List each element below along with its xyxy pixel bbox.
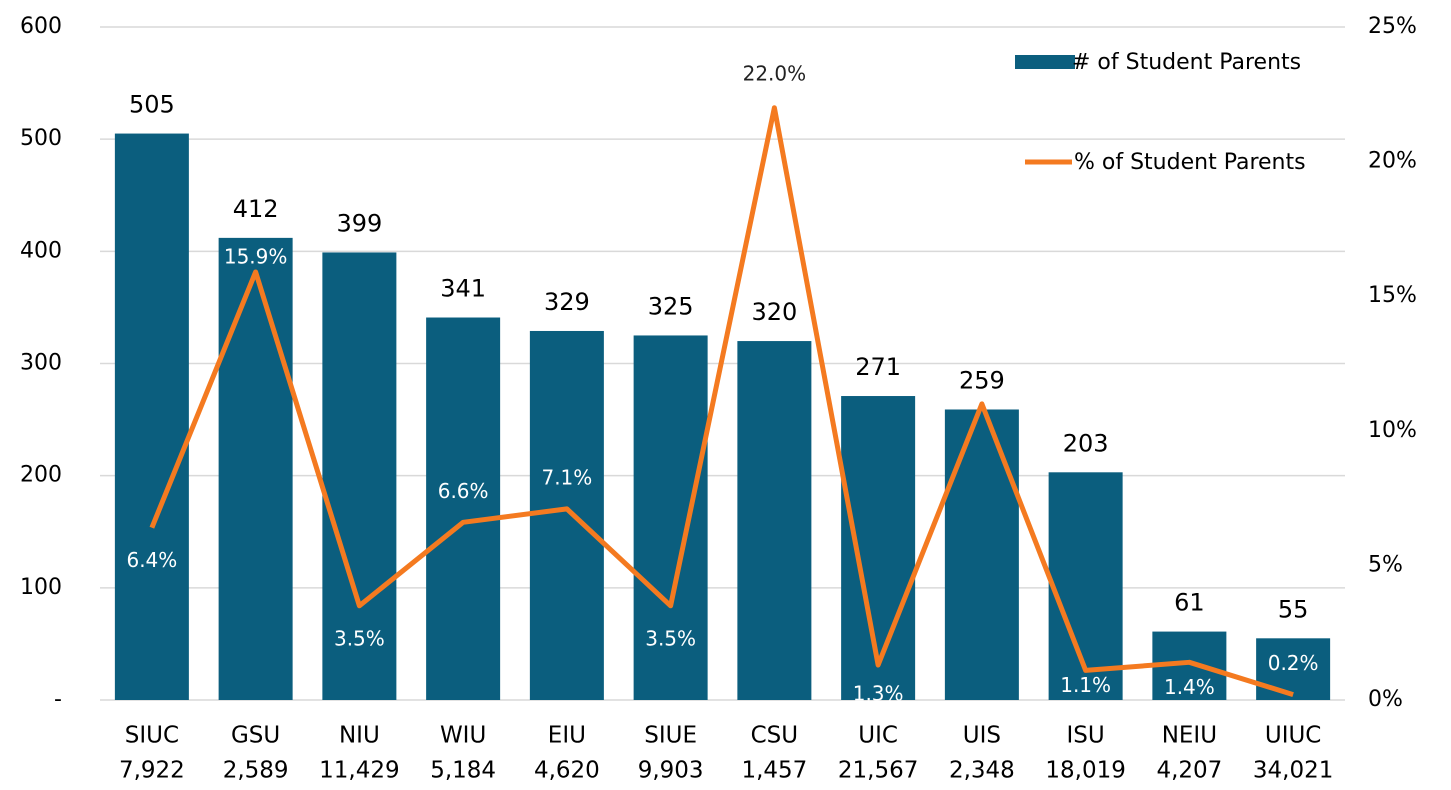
x-tick-label: CSU <box>751 723 799 749</box>
bar <box>737 341 812 700</box>
x-tick-label: 4,207 <box>1156 758 1222 784</box>
y-tick-label: 400 <box>20 238 62 263</box>
y-tick-label: 100 <box>20 575 62 600</box>
x-tick-label: UIUC <box>1265 723 1322 749</box>
bar-value-label: 399 <box>336 209 382 237</box>
x-tick-label: 2,348 <box>949 758 1015 784</box>
y-tick-label: 200 <box>20 463 62 488</box>
x-tick-label: UIC <box>858 723 898 749</box>
line-value-label: 6.4% <box>126 548 177 572</box>
bar-value-label: 505 <box>129 91 175 119</box>
x-tick-label: 7,922 <box>119 758 185 784</box>
x-tick-label: 9,903 <box>638 758 704 784</box>
bar <box>944 409 1019 700</box>
y2-tick-label: 15% <box>1368 283 1417 308</box>
bar-value-label: 271 <box>855 353 901 381</box>
bar-value-label: 320 <box>751 298 797 326</box>
bar-value-label: 203 <box>1063 429 1109 457</box>
x-tick-label: EIU <box>548 723 586 749</box>
x-tick-label: WIU <box>440 723 486 749</box>
x-tick-label: 4,620 <box>534 758 600 784</box>
bar <box>633 335 708 700</box>
line-value-label: 6.6% <box>438 479 489 503</box>
legend-label: # of Student Parents <box>1072 50 1301 75</box>
bar-value-label: 329 <box>544 288 590 316</box>
bar-value-label: 341 <box>440 275 486 303</box>
x-tick-label: 21,567 <box>838 758 918 784</box>
bar-value-label: 61 <box>1174 589 1205 617</box>
x-tick-label: NEIU <box>1162 723 1217 749</box>
bar <box>529 330 604 700</box>
legend-swatch <box>1015 55 1075 69</box>
x-tick-label: ISU <box>1067 723 1105 749</box>
y-tick-label: 300 <box>20 351 62 376</box>
bar-value-label: 412 <box>233 195 279 223</box>
x-tick-label: GSU <box>231 723 280 749</box>
bar <box>114 133 189 700</box>
y2-tick-label: 5% <box>1368 552 1403 577</box>
bar <box>841 396 916 700</box>
bar <box>426 317 501 700</box>
bar <box>1048 472 1123 700</box>
line <box>149 105 1294 698</box>
x-tick-label: 5,184 <box>430 758 496 784</box>
line-value-label: 3.5% <box>645 626 696 650</box>
x-tick-label: 1,457 <box>741 758 807 784</box>
line-value-label: 0.2% <box>1268 651 1319 675</box>
bar <box>1256 638 1331 700</box>
x-tick-label: SIUC <box>125 723 179 749</box>
bar-value-label: 325 <box>648 292 694 320</box>
bar-value-label: 55 <box>1278 595 1309 623</box>
x-tick-label: 11,429 <box>319 758 399 784</box>
y2-tick-label: 20% <box>1368 149 1417 174</box>
y2-tick-label: 0% <box>1368 687 1403 712</box>
bar-value-label: 259 <box>959 366 1005 394</box>
x-tick-label: 34,021 <box>1253 758 1333 784</box>
line-value-label: 7.1% <box>541 465 592 489</box>
y-tick-label: - <box>54 687 62 712</box>
line-value-label: 1.1% <box>1060 673 1111 697</box>
line-value-label: 22.0% <box>743 61 807 85</box>
line-value-label: 1.4% <box>1164 675 1215 699</box>
bar <box>218 237 293 700</box>
y2-tick-label: 10% <box>1368 418 1417 443</box>
line-value-label: 3.5% <box>334 626 385 650</box>
line-value-label: 15.9% <box>224 244 288 268</box>
x-tick-label: 2,589 <box>223 758 289 784</box>
line-value-label: 1.3% <box>853 682 904 706</box>
x-tick-label: UIS <box>963 723 1001 749</box>
x-tick-label: SIUE <box>644 723 697 749</box>
y-tick-label: 600 <box>20 14 62 39</box>
x-tick-label: 18,019 <box>1045 758 1125 784</box>
y2-tick-label: 25% <box>1368 14 1417 39</box>
bar <box>322 252 397 700</box>
legend-label: % of Student Parents <box>1074 150 1306 175</box>
x-tick-label: NIU <box>339 723 380 749</box>
y-tick-label: 500 <box>20 126 62 151</box>
